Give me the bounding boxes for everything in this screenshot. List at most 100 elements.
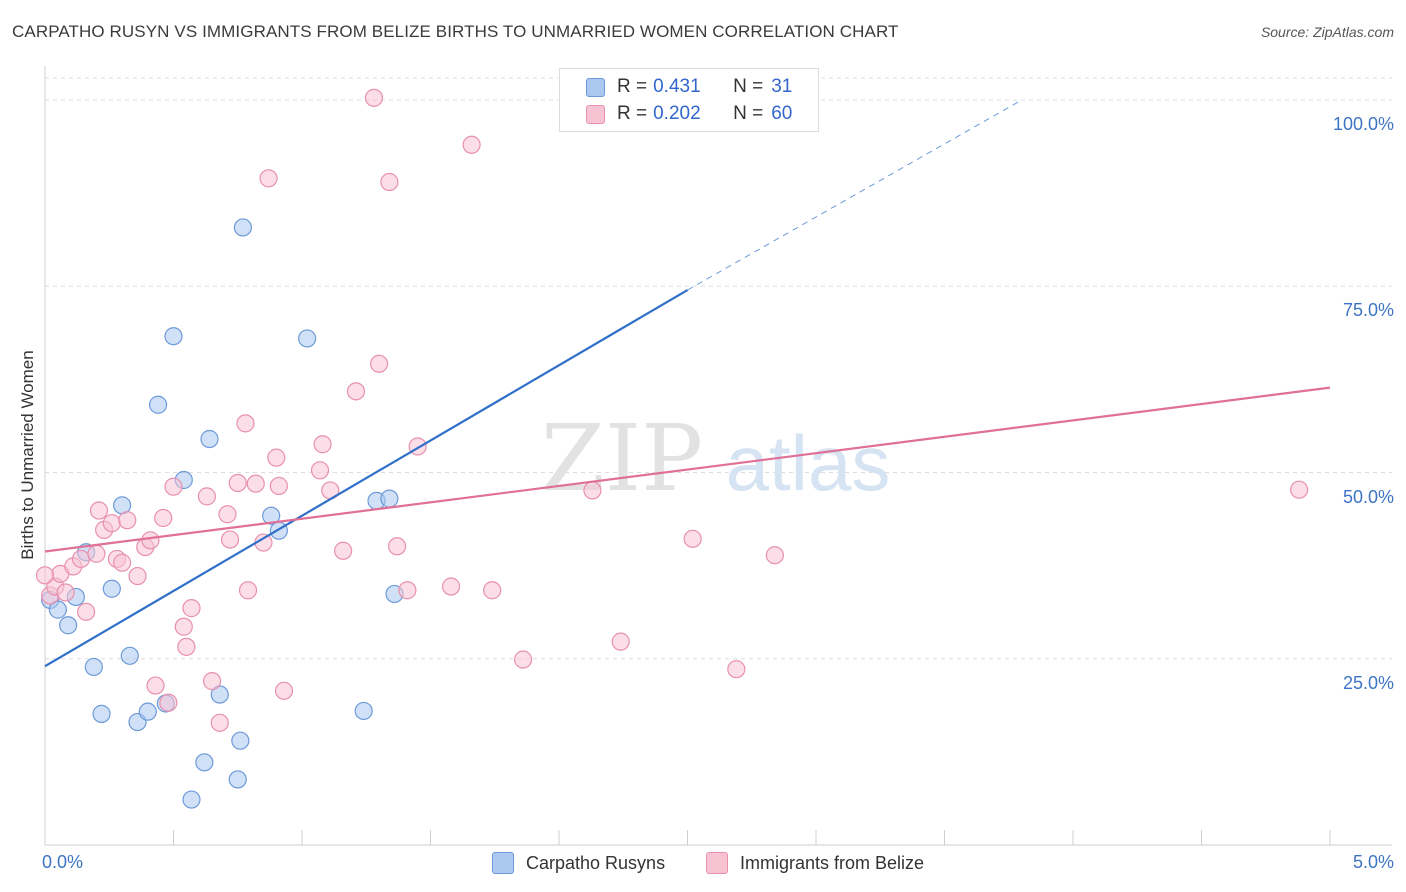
data-point-blue	[164, 327, 183, 346]
data-point-blue	[262, 506, 281, 525]
trend-lines	[44, 99, 1331, 668]
chart-title: CARPATHO RUSYN VS IMMIGRANTS FROM BELIZE…	[12, 22, 899, 41]
data-point-pink	[441, 577, 461, 596]
data-point-pink	[154, 508, 173, 528]
data-point-blue	[84, 657, 103, 677]
data-point-pink	[269, 476, 288, 496]
trend-line-blue	[44, 289, 689, 668]
data-point-pink	[387, 537, 407, 556]
legend-row-pink: R = 0.202 N = 60	[586, 102, 792, 126]
x-tick-label: 0.0%	[42, 852, 84, 872]
legend-n-value: 31	[771, 76, 793, 97]
data-point-pink	[727, 660, 746, 679]
data-point-blue	[102, 579, 121, 598]
data-point-pink	[128, 566, 147, 586]
legend-n-label: N =	[733, 103, 764, 124]
y-axis-label: Births to Unmarried Women	[18, 350, 37, 560]
y-tick-label: 75.0%	[1342, 300, 1394, 321]
data-point-pink	[583, 481, 602, 500]
trend-line-extension-blue	[687, 99, 1022, 291]
legend-item-carpatho-rusyns[interactable]: Carpatho Rusyns	[492, 852, 665, 874]
legend-swatch-blue	[586, 77, 605, 97]
y-tick-label: 50.0%	[1342, 486, 1394, 507]
y-tick-label: 25.0%	[1342, 672, 1394, 693]
data-point-blue	[380, 489, 399, 508]
data-point-pink	[112, 553, 132, 572]
legend-swatch-blue	[492, 852, 514, 874]
data-point-pink	[483, 581, 502, 600]
data-point-pink	[182, 599, 201, 618]
data-point-blue	[298, 329, 317, 348]
legend-swatch-pink	[706, 852, 728, 874]
data-point-pink	[89, 501, 109, 520]
data-point-pink	[238, 581, 258, 600]
correlation-legend: R = 0.431 N = 31 R = 0.202 N = 60	[559, 68, 819, 132]
data-point-blue	[231, 731, 250, 750]
data-point-pink	[56, 583, 75, 602]
gridlines	[45, 77, 1392, 660]
data-point-pink	[313, 435, 332, 454]
legend-n-value: 60	[771, 103, 793, 124]
axes	[44, 66, 1392, 846]
data-point-pink	[765, 546, 784, 565]
data-point-pink	[218, 505, 237, 524]
watermark-zip: ZIP	[541, 405, 703, 512]
data-point-blue	[200, 429, 219, 449]
data-point-pink	[210, 713, 229, 732]
data-point-blue	[182, 790, 201, 809]
data-point-pink	[118, 511, 137, 530]
trend-line-pink	[44, 386, 1331, 553]
data-point-pink	[146, 676, 165, 695]
data-point-blue	[233, 218, 252, 237]
data-point-pink	[220, 530, 240, 549]
data-point-pink	[462, 135, 481, 154]
data-point-pink	[236, 414, 255, 433]
source-credit: Source: ZipAtlas.com	[1260, 24, 1394, 40]
watermark: ZIP atlas	[541, 405, 890, 512]
data-point-pink	[267, 448, 286, 467]
data-point-pink	[228, 473, 247, 493]
data-point-pink	[274, 681, 294, 700]
legend-r-label: R =	[617, 103, 648, 124]
data-point-pink	[197, 487, 217, 506]
legend-r-value: 0.202	[653, 103, 701, 124]
data-point-pink	[398, 581, 417, 600]
data-point-blue	[92, 704, 111, 723]
data-point-blue	[228, 770, 247, 789]
watermark-atlas: atlas	[726, 419, 891, 507]
data-point-blue	[120, 646, 139, 665]
data-point-pink	[177, 637, 196, 656]
data-point-pink	[35, 566, 55, 585]
data-point-pink	[611, 632, 630, 651]
data-point-pink	[77, 602, 96, 621]
data-point-blue	[48, 600, 67, 619]
data-point-pink	[202, 672, 222, 691]
data-point-pink	[370, 354, 389, 373]
data-point-pink	[174, 617, 193, 636]
series-legend: Carpatho Rusyns Immigrants from Belize	[0, 852, 1406, 878]
legend-r-label: R =	[617, 76, 648, 97]
data-point-pink	[364, 88, 384, 107]
legend-label: Immigrants from Belize	[740, 852, 925, 873]
x-tick-label: 5.0%	[1352, 852, 1394, 872]
data-point-pink	[346, 382, 366, 401]
data-point-pink	[246, 474, 265, 493]
legend-n-label: N =	[733, 76, 764, 97]
data-point-pink	[1290, 480, 1309, 499]
data-point-blue	[195, 753, 214, 772]
data-point-blue	[210, 685, 229, 704]
data-point-pink	[141, 531, 160, 550]
data-point-pink	[259, 169, 278, 188]
data-point-pink	[683, 529, 702, 548]
data-point-pink	[159, 693, 178, 712]
legend-item-immigrants-from-belize[interactable]: Immigrants from Belize	[706, 852, 924, 874]
data-point-pink	[164, 477, 183, 496]
data-point-blue	[59, 616, 78, 635]
data-point-pink	[310, 461, 330, 480]
legend-swatch-pink	[586, 104, 605, 124]
data-point-pink	[513, 650, 533, 669]
y-tick-label: 100.0%	[1332, 114, 1394, 135]
legend-label: Carpatho Rusyns	[526, 852, 666, 873]
legend-r-value: 0.431	[653, 76, 701, 97]
